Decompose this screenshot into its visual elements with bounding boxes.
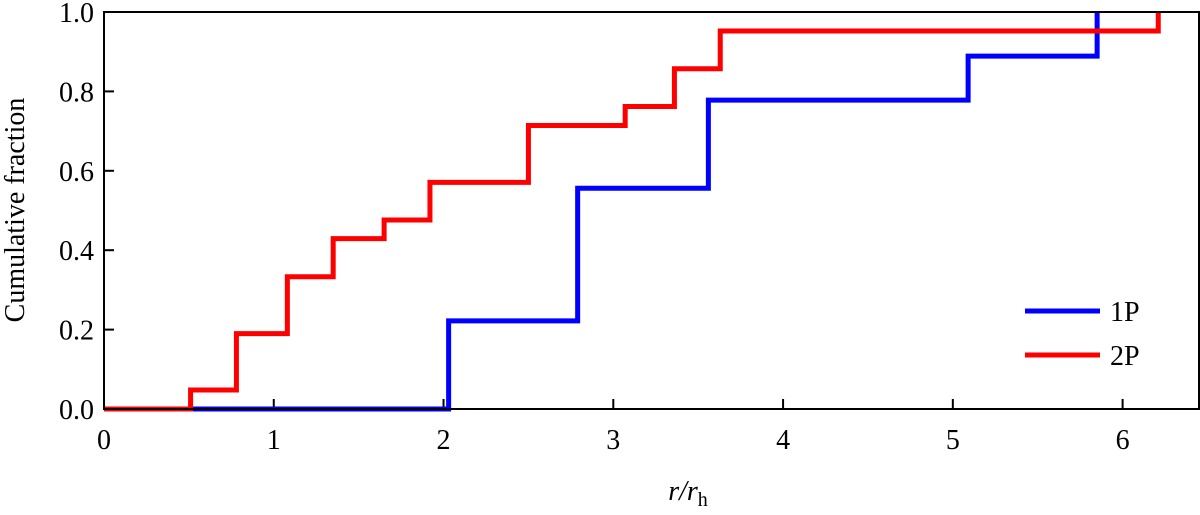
- x-axis-label-main: r/r: [668, 476, 698, 507]
- legend-label: 2P: [1110, 341, 1140, 372]
- x-tick-label: 0: [97, 425, 111, 456]
- x-axis-label: r/rh: [668, 476, 708, 511]
- y-tick-label: 0.0: [59, 395, 94, 426]
- y-axis-label: Cumulative fraction: [0, 98, 31, 323]
- step-line: [104, 12, 1100, 412]
- x-tick-label: 1: [267, 425, 281, 456]
- step-line: [104, 12, 1161, 412]
- x-axis-label-sub: h: [698, 489, 708, 511]
- y-tick-label: 0.4: [59, 236, 94, 267]
- x-tick-label: 5: [946, 425, 960, 456]
- y-tick-label: 0.2: [59, 316, 94, 347]
- x-tick-label: 4: [776, 425, 790, 456]
- x-tick-label: 3: [606, 425, 620, 456]
- y-tick-label: 0.8: [59, 77, 94, 108]
- y-tick-label: 0.6: [59, 157, 94, 188]
- y-tick-label: 1.0: [59, 0, 94, 29]
- plot-frame: [103, 11, 1200, 410]
- legend-label: 1P: [1110, 297, 1140, 328]
- x-tick-label: 6: [1116, 425, 1130, 456]
- x-tick-label: 2: [437, 425, 451, 456]
